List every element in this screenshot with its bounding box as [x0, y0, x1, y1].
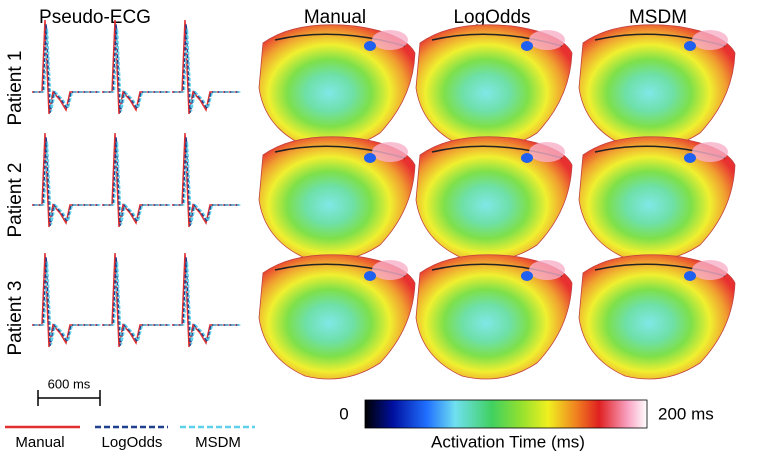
column-header: LogOdds	[453, 7, 530, 28]
heart-map	[415, 24, 573, 150]
row-label: Patient 3	[5, 281, 26, 356]
ecg-trace	[101, 132, 169, 228]
ecg-trace	[101, 252, 169, 348]
heart-map	[415, 136, 573, 262]
column-header: Pseudo-ECG	[39, 7, 151, 28]
heart-map	[578, 254, 736, 380]
ecg-trace	[171, 132, 239, 228]
legend-label: MSDM	[195, 434, 241, 451]
heart-map	[258, 254, 416, 380]
heart-map	[578, 136, 736, 262]
ecg-trace	[171, 252, 239, 348]
heart-map	[258, 136, 416, 262]
ecg-trace	[171, 19, 239, 115]
heart-map	[578, 24, 736, 150]
legend-label: LogOdds	[102, 434, 163, 451]
row-label: Patient 2	[5, 163, 26, 238]
ecg-traces	[31, 19, 242, 348]
legend-label: Manual	[15, 434, 64, 451]
colorbar	[364, 399, 648, 429]
colorbar-max: 200 ms	[658, 404, 714, 423]
colorbar-title: Activation Time (ms)	[431, 432, 585, 451]
column-header: Manual	[304, 7, 366, 28]
heart-map	[258, 24, 416, 150]
ecg-trace	[31, 252, 99, 348]
colorbar-min: 0	[339, 404, 348, 423]
ecg-trace	[31, 19, 99, 115]
row-label: Patient 1	[5, 51, 26, 126]
scale-label: 600 ms	[48, 376, 91, 391]
heart-map	[415, 254, 573, 380]
ecg-trace	[31, 132, 99, 228]
activation-maps	[258, 24, 736, 380]
column-header: MSDM	[629, 7, 687, 28]
ecg-trace	[101, 19, 169, 115]
